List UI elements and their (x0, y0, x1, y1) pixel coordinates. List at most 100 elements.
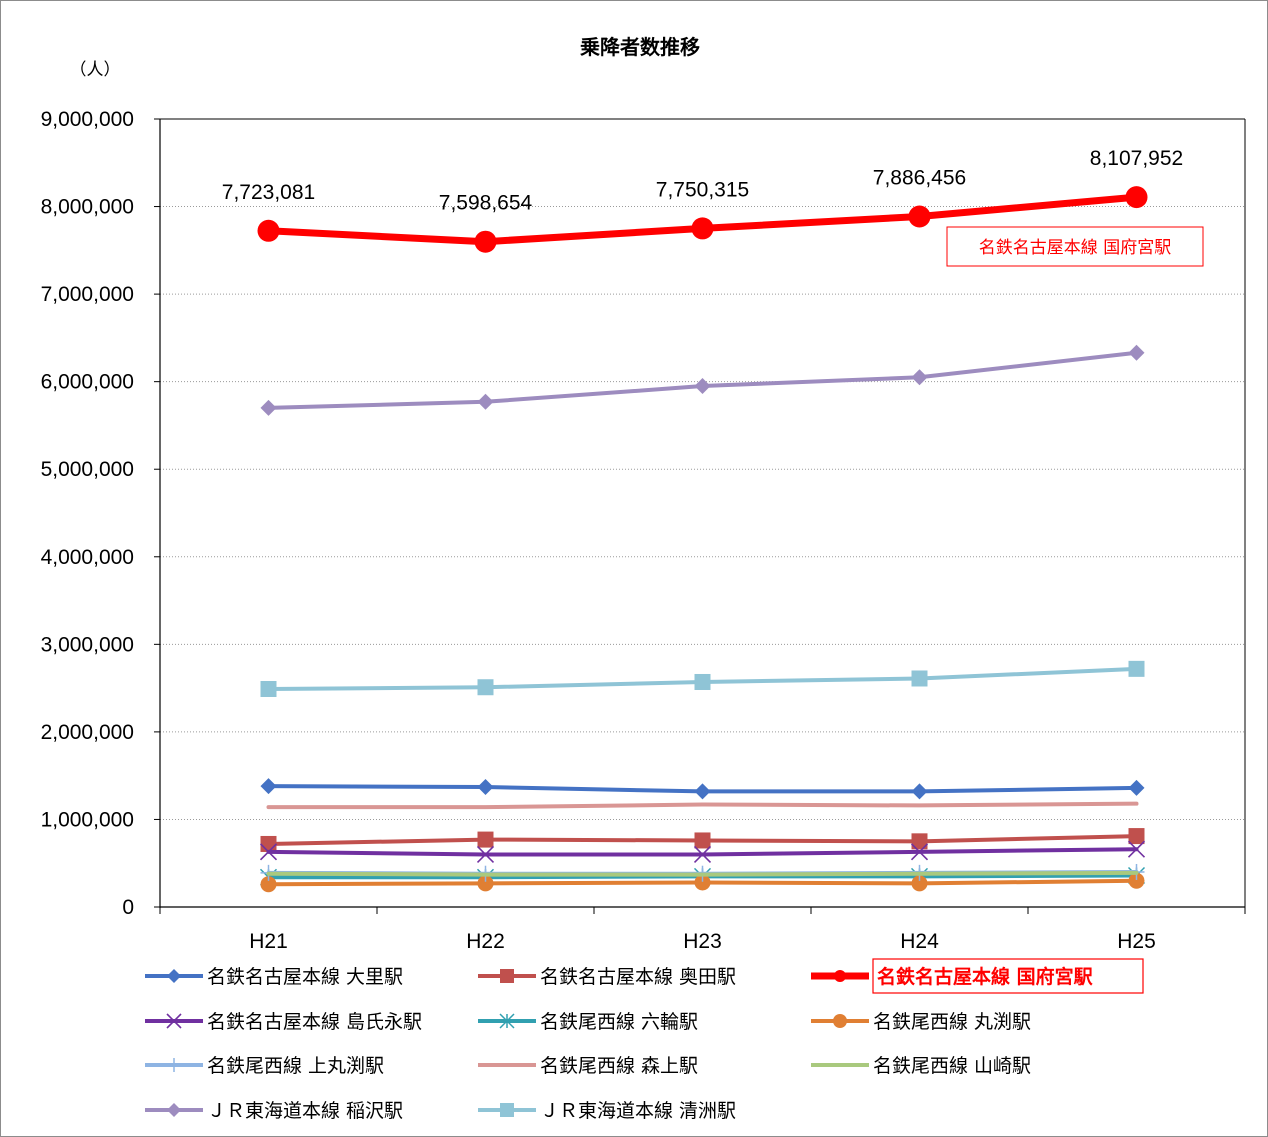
data-point (477, 679, 494, 696)
series-annotation: 名鉄名古屋本線 国府宮駅 (946, 226, 1204, 267)
data-point (260, 876, 277, 893)
legend-swatch-marker (167, 1058, 181, 1072)
data-point (1127, 840, 1146, 858)
legend-label: 名鉄名古屋本線 国府宮駅 (877, 965, 1094, 988)
legend-swatch-marker (166, 1013, 182, 1029)
data-point (1128, 828, 1145, 845)
legend-item-1: 名鉄名古屋本線 奥田駅 (478, 966, 736, 988)
legend-swatch-marker (833, 1014, 847, 1028)
data-point (257, 219, 280, 242)
series-2 (257, 186, 1148, 253)
series-7 (266, 801, 1139, 810)
legend-label: 名鉄尾西線 上丸渕駅 (207, 1055, 384, 1077)
data-point (694, 673, 711, 690)
legend-item-4: 名鉄尾西線 六輪駅 (478, 1011, 698, 1033)
legend-label: ＪＲ東海道本線 清洲駅 (540, 1100, 736, 1122)
legend-label: 名鉄尾西線 森上駅 (540, 1055, 698, 1077)
data-point (694, 874, 711, 891)
x-tick-label: H23 (683, 930, 722, 953)
legend-swatch-marker (167, 1103, 181, 1117)
x-tick-label: H24 (900, 930, 939, 953)
x-axis-ticks: H21 H22 H23 H24 H25 (159, 907, 1246, 953)
annotation-box (946, 226, 1204, 267)
x-tick-label: H22 (466, 930, 505, 953)
data-point (260, 680, 277, 697)
data-point (911, 833, 928, 850)
data-point (477, 779, 494, 796)
x-tick-label: H25 (1117, 930, 1156, 953)
x-tick-label: H21 (249, 930, 288, 953)
y-tick-label: 4,000,000 (41, 546, 134, 569)
data-point (1125, 186, 1148, 209)
data-point (1128, 660, 1145, 677)
data-point (260, 399, 277, 416)
data-point (477, 875, 494, 892)
axes (159, 118, 1246, 908)
legend-label: 名鉄尾西線 六輪駅 (540, 1011, 698, 1033)
data-point (260, 778, 277, 795)
series-line (266, 801, 1139, 810)
data-point (911, 783, 928, 800)
legend-item-7: 名鉄尾西線 森上駅 (478, 1055, 698, 1077)
data-point (259, 843, 278, 861)
data-point (474, 230, 497, 253)
series-1 (260, 828, 1145, 852)
legend-swatch-marker (834, 970, 846, 982)
data-point (910, 843, 929, 861)
y-tick-label: 1,000,000 (41, 808, 134, 831)
series-0 (260, 778, 1145, 800)
legend-label: 名鉄尾西線 丸渕駅 (873, 1011, 1031, 1033)
y-tick-label: 8,000,000 (41, 196, 134, 219)
y-tick-label: 9,000,000 (41, 108, 134, 131)
data-point (477, 393, 494, 410)
legend-swatch-marker (500, 1103, 514, 1117)
legend-label: 名鉄名古屋本線 島氏永駅 (207, 1011, 422, 1033)
legend-item-9: ＪＲ東海道本線 稲沢駅 (145, 1100, 403, 1122)
series-3 (259, 840, 1146, 864)
y-tick-label: 5,000,000 (41, 458, 134, 481)
data-label: 7,750,315 (656, 178, 749, 201)
y-tick-label: 2,000,000 (41, 721, 134, 744)
legend-label: 名鉄名古屋本線 奥田駅 (540, 966, 736, 988)
chart-title: 乗降者数推移 (580, 35, 700, 59)
legend-item-5: 名鉄尾西線 丸渕駅 (811, 1011, 1031, 1033)
data-point (694, 378, 711, 395)
data-point (476, 845, 495, 864)
legend-item-0: 名鉄名古屋本線 大里駅 (145, 966, 403, 988)
legend-label: 名鉄尾西線 山崎駅 (873, 1055, 1031, 1077)
data-label: 8,107,952 (1090, 147, 1183, 170)
y-axis-unit-label: （人） (70, 60, 121, 80)
data-label: 7,598,654 (439, 192, 533, 215)
annotation-text: 名鉄名古屋本線 国府宮駅 (979, 238, 1171, 258)
data-point (911, 875, 928, 892)
legend-label: ＪＲ東海道本線 稲沢駅 (207, 1100, 403, 1122)
data-point (1128, 344, 1145, 361)
data-label: 7,886,456 (873, 166, 966, 189)
data-point (911, 369, 928, 386)
legend-label: 名鉄名古屋本線 大里駅 (207, 966, 403, 988)
series-9 (260, 344, 1145, 416)
y-tick-label: 3,000,000 (41, 633, 134, 656)
data-point (911, 670, 928, 687)
series-layer (257, 186, 1148, 893)
legend-swatch-marker (500, 969, 514, 983)
legend: 名鉄名古屋本線 大里駅 名鉄名古屋本線 奥田駅 名鉄名古屋本線 国府宮駅名鉄名古屋本… (145, 958, 1144, 1122)
data-point (694, 783, 711, 800)
y-tick-label: 6,000,000 (41, 371, 134, 394)
data-point (477, 831, 494, 848)
data-label: 7,723,081 (222, 181, 315, 204)
legend-swatch-marker (499, 1013, 515, 1029)
series-line (266, 870, 1139, 877)
data-labels: 7,723,081 7,598,654 7,750,315 7,886,456 8,10… (222, 147, 1183, 215)
legend-item-10: ＪＲ東海道本線 清洲駅 (478, 1100, 736, 1122)
legend-highlight-box (872, 958, 1144, 994)
data-point (691, 217, 714, 240)
legend-item-3: 名鉄名古屋本線 島氏永駅 (145, 1011, 422, 1033)
y-tick-label: 0 (122, 896, 134, 919)
series-8 (266, 870, 1139, 877)
legend-item-2: 名鉄名古屋本線 国府宮駅 (811, 958, 1144, 994)
legend-swatch-marker (167, 969, 181, 983)
series-5 (260, 872, 1145, 893)
